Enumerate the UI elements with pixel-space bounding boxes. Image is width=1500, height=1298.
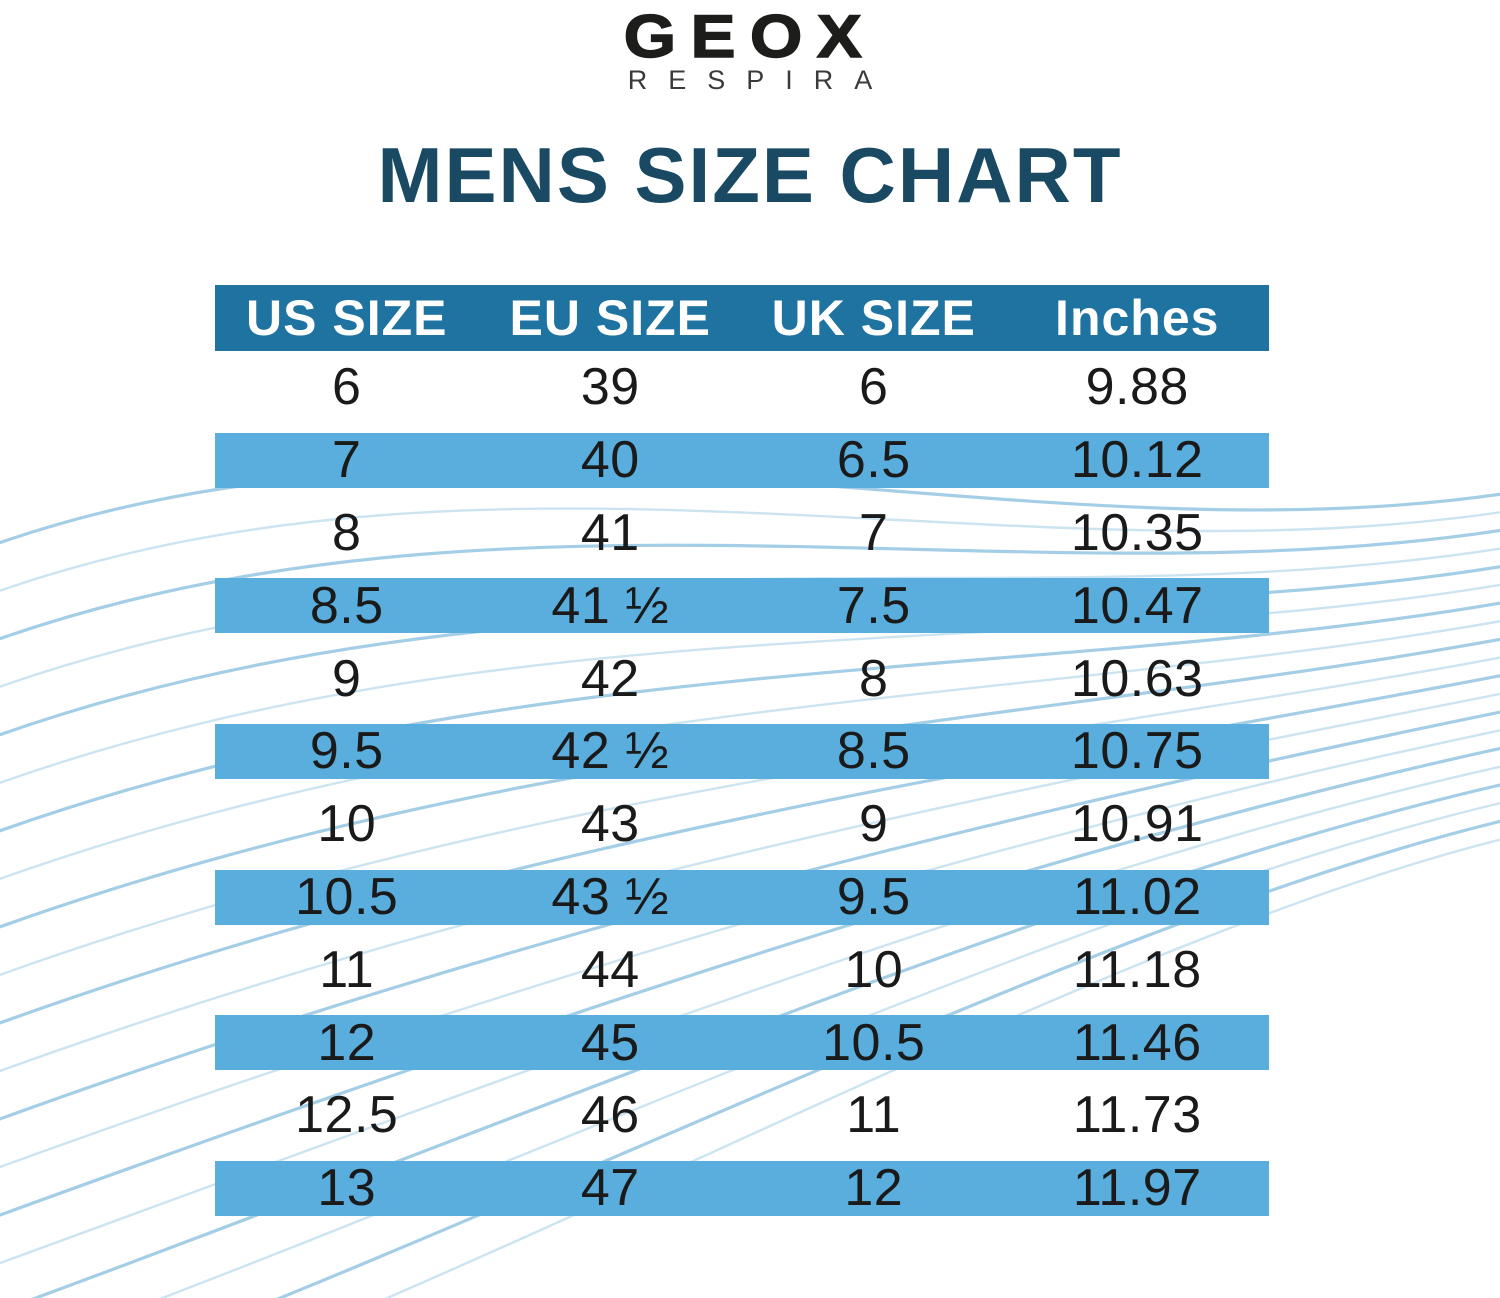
wave-line xyxy=(0,620,1500,881)
size-cell: 40 xyxy=(580,431,640,490)
size-cell: 42 xyxy=(580,649,640,708)
size-cell: 43 xyxy=(580,795,640,854)
size-cell: 11.97 xyxy=(1072,1159,1202,1218)
column-header: Inches xyxy=(1055,290,1220,346)
size-table-header-row: US SIZE EU SIZE UK SIZE Inches xyxy=(215,285,1269,351)
size-cell: 45 xyxy=(580,1013,640,1072)
size-cell: 6.5 xyxy=(836,431,911,490)
table-row: 10.5 43 ½ 9.5 11.02 xyxy=(215,860,1269,934)
wave-line xyxy=(0,674,1500,1025)
size-cell: 11.46 xyxy=(1072,1013,1202,1072)
table-row: 12.5 46 11 11.73 xyxy=(215,1079,1269,1152)
table-row: 10 43 9 10.91 xyxy=(215,788,1269,861)
table-row: 7 40 6.5 10.12 xyxy=(215,423,1269,497)
table-row: 9 42 8 10.63 xyxy=(215,642,1269,715)
table-row: 12 45 10.5 11.46 xyxy=(215,1006,1269,1079)
wave-line xyxy=(0,528,1500,641)
size-cell: 13 xyxy=(317,1159,377,1218)
wave-line xyxy=(0,746,1500,1217)
wave-line xyxy=(0,601,1500,833)
geox-respira-tagline: RESPIRA xyxy=(627,65,894,95)
size-cell: 12 xyxy=(317,1013,377,1072)
size-table: US SIZE EU SIZE UK SIZE Inches 6 39 6 9.88 7 40 6… xyxy=(215,285,1269,1225)
size-cell: 10.12 xyxy=(1070,431,1204,490)
table-row: 13 47 12 11.97 xyxy=(215,1151,1269,1225)
column-header: UK SIZE xyxy=(771,290,976,346)
wave-line xyxy=(0,583,1500,785)
size-cell: 46 xyxy=(580,1086,640,1145)
size-cell: 44 xyxy=(580,940,640,999)
table-row: 8.5 41 ½ 7.5 10.47 xyxy=(215,569,1269,643)
table-row: 8 41 7 10.35 xyxy=(215,497,1269,570)
size-cell: 7.5 xyxy=(836,576,911,635)
size-cell: 11 xyxy=(846,1086,902,1145)
size-cell: 10.35 xyxy=(1070,503,1204,562)
size-cell: 8.5 xyxy=(836,722,911,781)
size-cell: 8 xyxy=(859,649,889,708)
size-cell: 11.73 xyxy=(1072,1086,1202,1145)
size-cell: 7 xyxy=(859,503,889,562)
wave-line xyxy=(0,692,1500,1073)
wave-line xyxy=(384,838,1500,1298)
size-cell: 6 xyxy=(859,358,889,417)
size-cell: 10.75 xyxy=(1070,722,1204,781)
size-cell: 41 ½ xyxy=(551,576,670,635)
size-cell: 11.02 xyxy=(1072,867,1202,926)
wave-line xyxy=(0,507,1500,593)
page-title: MENS SIZE CHART xyxy=(377,131,1123,219)
wave-line xyxy=(0,765,1500,1265)
size-cell: 10.5 xyxy=(822,1013,926,1072)
size-cell: 12 xyxy=(844,1159,904,1218)
size-cell: 9.5 xyxy=(836,867,911,926)
size-cell: 10.47 xyxy=(1070,576,1204,635)
table-row: 11 44 10 11.18 xyxy=(215,933,1269,1006)
size-cell: 9 xyxy=(332,649,362,708)
size-cell: 9.5 xyxy=(309,722,384,781)
size-cell: 6 xyxy=(332,358,362,417)
size-cell: 10.5 xyxy=(295,867,399,926)
size-cell: 39 xyxy=(580,358,640,417)
size-cell: 12.5 xyxy=(295,1086,399,1145)
geox-logo: GEOX xyxy=(623,3,877,70)
size-cell: 8 xyxy=(332,503,362,562)
column-header: US SIZE xyxy=(246,290,448,346)
size-cell: 9 xyxy=(859,795,889,854)
size-table-body: 6 39 6 9.88 7 40 6.5 10.12 8 41 7 10.35 8.5 41 ½ 7.5 10… xyxy=(215,351,1269,1225)
size-cell: 10 xyxy=(844,940,904,999)
size-cell: 9.88 xyxy=(1085,358,1189,417)
table-row: 6 39 6 9.88 xyxy=(215,351,1269,424)
size-cell: 10.63 xyxy=(1070,649,1204,708)
size-cell: 11 xyxy=(319,940,375,999)
size-cell: 42 ½ xyxy=(551,722,670,781)
table-row: 9.5 42 ½ 8.5 10.75 xyxy=(215,714,1269,788)
size-cell: 47 xyxy=(580,1159,640,1218)
size-cell: 8.5 xyxy=(309,576,384,635)
column-header: EU SIZE xyxy=(509,290,711,346)
masthead: GEOX RESPIRA MENS SIZE CHART xyxy=(0,0,1500,215)
size-cell: 7 xyxy=(332,431,362,490)
size-cell: 43 ½ xyxy=(551,867,670,926)
size-cell: 41 xyxy=(580,503,640,562)
size-cell: 11.18 xyxy=(1072,940,1202,999)
size-cell: 10 xyxy=(317,795,377,854)
size-cell: 10.91 xyxy=(1070,795,1204,854)
